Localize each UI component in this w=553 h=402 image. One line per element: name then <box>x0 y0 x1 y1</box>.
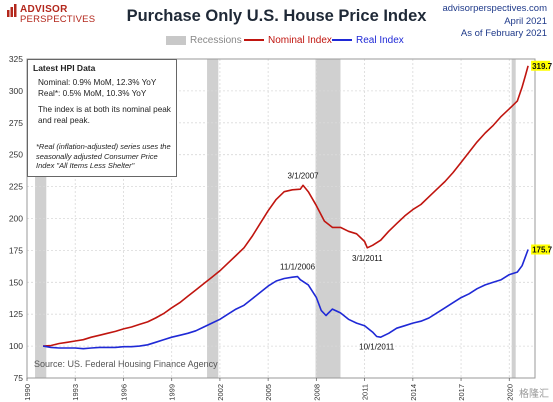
x-tick-label: 1993 <box>71 384 80 401</box>
annotations: 3/1/2007 3/1/2011 11/1/2006 10/1/2011 319.7 1… <box>280 60 553 352</box>
legend-swatch-nominal <box>244 39 264 41</box>
infobox-peak-line-1: The index is at both its nominal peak <box>38 105 171 114</box>
chart-title: Purchase Only U.S. House Price Index <box>126 7 427 25</box>
annotation-label: 10/1/2011 <box>359 343 395 352</box>
x-tick-label: 2011 <box>361 384 370 400</box>
y-tick-label: 75 <box>14 373 24 383</box>
x-tick-label: 1996 <box>119 384 128 401</box>
recession-band-3 <box>511 59 516 378</box>
end-label-nominal: 319.7 <box>532 62 553 71</box>
x-tick-label: 2005 <box>264 384 273 401</box>
legend-item-recessions: Recessions <box>166 33 242 47</box>
site-url[interactable]: advisorperspectives.com <box>442 3 547 14</box>
latest-hpi-data-box: Latest HPI Data Nominal: 0.9% MoM, 12.3%… <box>27 59 177 177</box>
y-tick-label: 250 <box>9 150 23 160</box>
x-tick-label: 2008 <box>312 384 321 401</box>
y-tick-label: 150 <box>9 277 23 287</box>
series-line-nominal <box>43 65 529 347</box>
legend-label-recessions: Recessions <box>190 34 242 46</box>
y-tick-label: 200 <box>9 214 23 224</box>
y-tick-label: 225 <box>9 182 23 192</box>
logo-line-1: ADVISOR <box>20 4 68 15</box>
series-lines <box>42 65 529 350</box>
x-tick-label: 2020 <box>505 384 514 401</box>
logo-line-2: PERSPECTIVES <box>20 14 96 25</box>
y-tick-label: 275 <box>9 118 23 128</box>
x-tick-label: 2017 <box>457 384 466 401</box>
legend-swatch-recessions <box>166 35 186 45</box>
publish-date: April 2021 <box>504 15 547 27</box>
watermark: 格隆汇 <box>519 389 549 400</box>
y-tick-label: 325 <box>9 54 23 64</box>
end-label-real: 175.7 <box>532 246 553 255</box>
x-tick-label: 1999 <box>168 384 177 401</box>
logo-mark-icon <box>7 4 17 17</box>
legend-swatch-real <box>332 39 352 41</box>
infobox-title: Latest HPI Data <box>33 63 96 73</box>
legend-item-nominal: Nominal Index <box>244 33 332 47</box>
infobox-real-line: Real*: 0.5% MoM, 10.3% YoY <box>38 89 147 98</box>
y-tick-label: 300 <box>9 86 23 96</box>
as-of-date: As of February 2021 <box>460 28 547 39</box>
infobox-note: *Real (inflation-adjusted) series uses t… <box>36 142 171 170</box>
x-tick-label: 2014 <box>409 384 418 401</box>
legend-label-nominal: Nominal Index <box>268 34 332 46</box>
end-label-bg <box>531 60 551 71</box>
axes: 75 100 125 150 175 200 225 250 275 300 325 1990 1993… <box>9 54 536 401</box>
plot-border <box>26 58 536 379</box>
infobox-nominal-line: Nominal: 0.9% MoM, 12.3% YoY <box>38 78 157 87</box>
infobox-peak-line-2: and real peak. <box>38 116 90 125</box>
legend: Recessions Nominal Index Real Index <box>0 33 553 47</box>
annotation-label: 11/1/2006 <box>280 263 316 272</box>
y-tick-label: 100 <box>9 341 23 351</box>
end-label-bg <box>531 244 551 255</box>
legend-item-real: Real Index <box>332 33 404 47</box>
y-tick-label: 175 <box>9 245 23 255</box>
x-tick-label: 1990 <box>23 384 32 401</box>
series-line-real <box>42 249 529 350</box>
source-note: Source: US. Federal Housing Finance Agen… <box>34 359 218 369</box>
y-tick-label: 125 <box>9 309 23 319</box>
annotation-label: 3/1/2007 <box>287 171 319 180</box>
annotation-label: 3/1/2011 <box>352 254 383 263</box>
header-meta: advisorperspectives.com April 2021 As of… <box>442 3 547 41</box>
x-tick-label: 2002 <box>216 384 225 401</box>
advisor-perspectives-logo: ADVISOR PERSPECTIVES <box>4 3 124 27</box>
legend-label-real: Real Index <box>356 34 404 46</box>
